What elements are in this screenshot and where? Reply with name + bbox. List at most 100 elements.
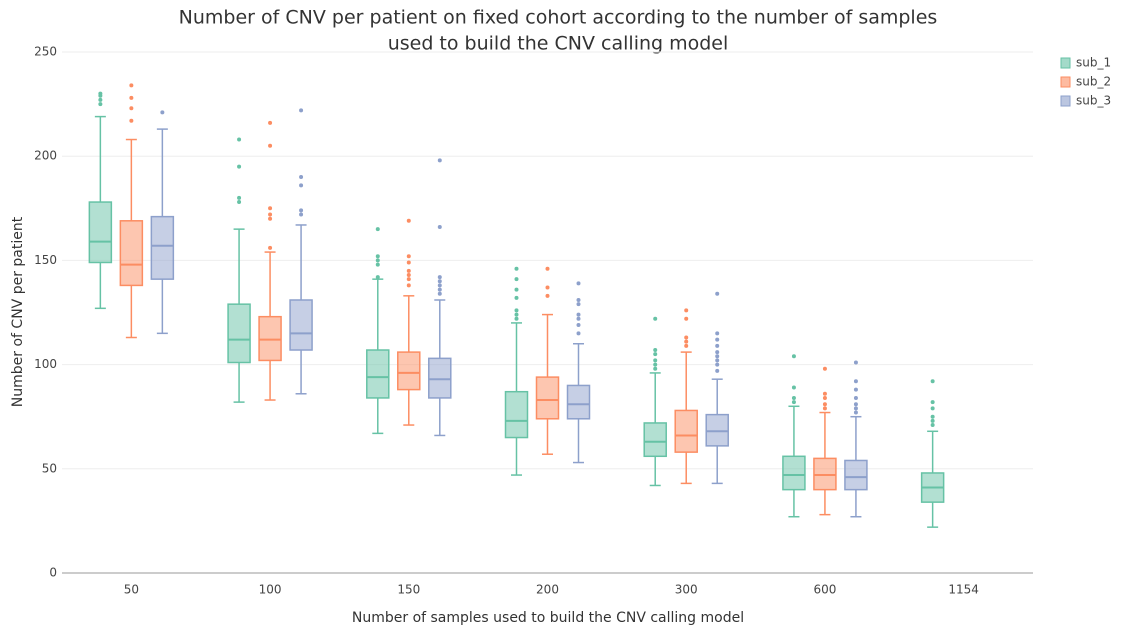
box	[227, 303, 251, 364]
outlier	[514, 266, 519, 271]
box	[782, 455, 806, 491]
outlier	[653, 366, 658, 371]
box	[289, 299, 313, 351]
outlier	[791, 354, 796, 359]
outlier	[715, 368, 720, 373]
outlier	[715, 291, 720, 296]
outlier	[715, 337, 720, 342]
outlier	[514, 287, 519, 292]
box	[88, 201, 113, 264]
outlier	[237, 200, 242, 205]
outlier	[715, 362, 720, 367]
box	[674, 409, 698, 453]
box	[705, 413, 729, 447]
outlier	[715, 354, 720, 359]
outlier	[375, 275, 380, 280]
y-tick-label: 250	[34, 45, 57, 59]
outlier	[375, 262, 380, 267]
outlier	[98, 91, 103, 96]
outlier	[791, 385, 796, 390]
outlier	[822, 395, 827, 400]
x-tick-label: 1154	[948, 583, 979, 597]
outlier	[437, 283, 442, 288]
box	[566, 384, 591, 420]
outlier	[268, 206, 273, 211]
outlier	[930, 406, 935, 411]
outlier	[237, 164, 242, 169]
x-tick-label: 100	[259, 583, 282, 597]
outlier	[375, 258, 380, 263]
outlier	[576, 331, 581, 336]
outlier	[375, 254, 380, 259]
box	[366, 349, 390, 399]
outlier	[406, 283, 411, 288]
outlier	[268, 212, 273, 217]
x-tick-label: 200	[536, 583, 559, 597]
outlier	[715, 350, 720, 355]
outlier	[406, 268, 411, 273]
outlier	[268, 143, 273, 148]
y-tick-label: 0	[49, 566, 57, 580]
outlier	[375, 227, 380, 232]
outlier	[576, 316, 581, 321]
y-axis-title: Number of CNV per patient	[10, 216, 26, 407]
outlier	[930, 400, 935, 405]
outlier	[129, 83, 134, 88]
outlier	[437, 291, 442, 296]
outlier	[98, 102, 103, 107]
outlier	[299, 175, 304, 180]
x-axis-title: Number of samples used to build the CNV …	[352, 610, 744, 626]
outlier	[576, 312, 581, 317]
outlier	[406, 277, 411, 282]
box	[150, 215, 175, 280]
outlier	[576, 302, 581, 307]
outlier	[545, 266, 550, 271]
legend-swatch	[1060, 57, 1071, 69]
outlier	[684, 339, 689, 344]
outlier	[406, 218, 411, 223]
outlier	[576, 297, 581, 302]
outlier	[684, 316, 689, 321]
outlier	[684, 308, 689, 313]
outlier	[437, 158, 442, 163]
outlier	[930, 418, 935, 423]
outlier	[268, 120, 273, 125]
legend-label: sub_3	[1076, 94, 1111, 108]
outlier	[791, 400, 796, 405]
outlier	[129, 95, 134, 100]
outlier	[299, 108, 304, 113]
outlier	[437, 287, 442, 292]
outlier	[545, 293, 550, 298]
legend-label: sub_2	[1076, 75, 1111, 89]
outlier	[853, 387, 858, 392]
outlier	[791, 395, 796, 400]
outlier	[576, 323, 581, 328]
outlier	[514, 316, 519, 321]
outlier	[129, 118, 134, 123]
outlier	[822, 391, 827, 396]
outlier	[822, 402, 827, 407]
outlier	[653, 348, 658, 353]
outlier	[98, 97, 103, 102]
outlier	[684, 343, 689, 348]
outlier	[930, 423, 935, 428]
outlier	[514, 277, 519, 282]
box	[397, 351, 421, 391]
x-tick-label: 300	[675, 583, 698, 597]
outlier	[268, 216, 273, 221]
outlier	[268, 245, 273, 250]
x-tick-label: 50	[124, 583, 139, 597]
chart-title: Number of CNV per patient on fixed cohor…	[179, 7, 938, 29]
box	[119, 220, 144, 287]
outlier	[437, 225, 442, 230]
outlier	[514, 295, 519, 300]
outlier	[406, 272, 411, 277]
outlier	[853, 410, 858, 415]
outlier	[853, 406, 858, 411]
outlier	[715, 343, 720, 348]
y-tick-label: 150	[34, 253, 57, 267]
outlier	[653, 352, 658, 357]
outlier	[437, 275, 442, 280]
box	[813, 457, 837, 491]
